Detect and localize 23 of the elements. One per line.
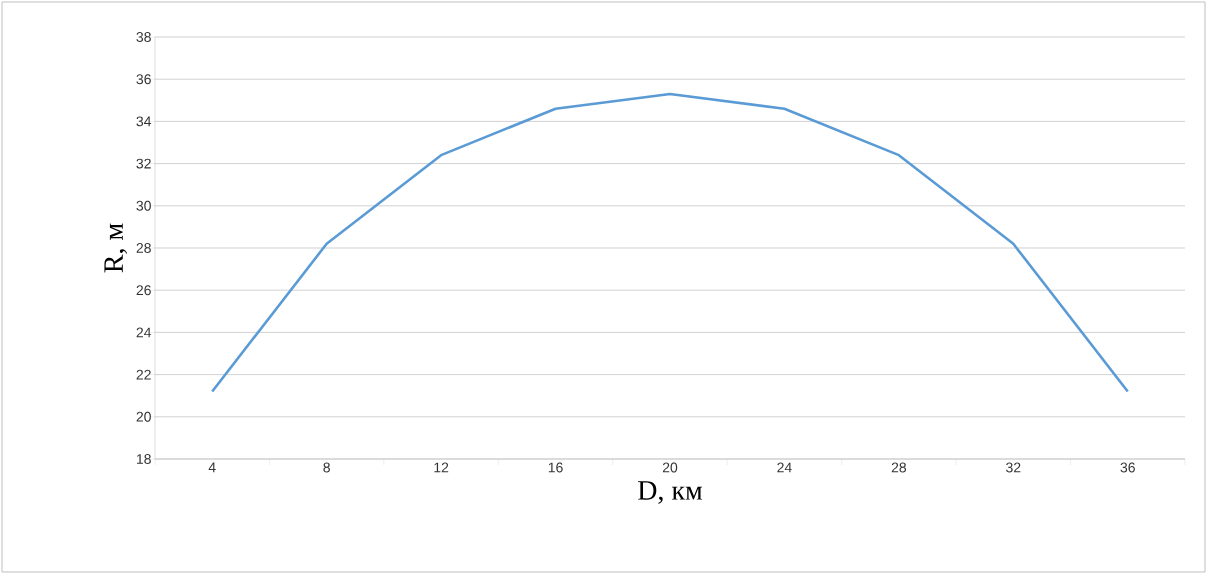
x-tick-label: 12 [434,462,449,473]
y-tick-label: 32 [136,158,151,169]
y-axis-title: R, м [104,223,128,273]
y-tick-label: 22 [136,369,151,380]
x-tick-label: 4 [208,462,216,473]
x-tick-label: 24 [777,462,792,473]
x-tick-label: 36 [1120,462,1135,473]
y-tick-label: 38 [136,32,151,42]
y-tick-label: 26 [136,285,151,296]
y-tick-label: 20 [136,411,151,422]
x-tick-label: 28 [891,462,907,473]
x-tick-label: 20 [662,462,678,473]
y-tick-label: 30 [136,200,151,211]
y-tick-label: 34 [136,116,152,127]
y-tick-label: 18 [136,454,151,464]
y-tick-label: 28 [136,243,151,253]
line-series [210,92,1130,393]
x-axis-title: D, км [638,481,703,504]
y-tick-label: 24 [136,327,152,338]
x-tick-label: 8 [323,462,330,473]
x-tick-label: 16 [548,462,563,473]
x-tick-label: 32 [1006,462,1021,473]
y-tick-label: 36 [136,74,151,85]
